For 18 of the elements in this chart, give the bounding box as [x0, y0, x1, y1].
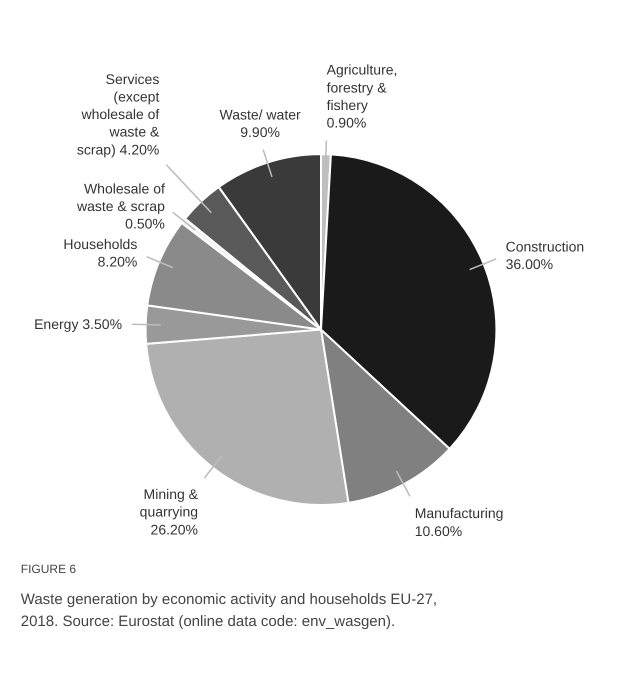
slice-label: Wholesale of waste & scrap: [76, 180, 166, 214]
data-label: 8.20%: [98, 254, 138, 270]
text: Waste generation by economic activity and households EU-27, 2018. Source: Eurostat (online data code: env_wasgen).: [20, 591, 438, 630]
slice-label: Construction: [506, 238, 584, 254]
slice-label: Agriculture, forestry & fishery: [326, 62, 398, 113]
slice-label: Energy 3.50%: [34, 316, 122, 332]
data-label: 10.60%: [414, 522, 462, 539]
slice-label: Manufacturing: [414, 505, 504, 522]
data-label: 0.90%: [326, 114, 366, 131]
text: FIGURE 6: [20, 562, 76, 576]
data-label: 0.50%: [125, 216, 165, 232]
slice-label: Waste/ water: [220, 106, 302, 122]
slice-label: Mining & quarrying: [140, 486, 199, 520]
data-label: 9.90%: [240, 124, 280, 140]
slice-label: Households: [63, 236, 138, 252]
data-label: 26.20%: [150, 521, 198, 538]
slice-label: Services (except wholesale of waste & scrap) 4.20%: [76, 70, 160, 158]
data-label: 36.00%: [506, 256, 554, 272]
